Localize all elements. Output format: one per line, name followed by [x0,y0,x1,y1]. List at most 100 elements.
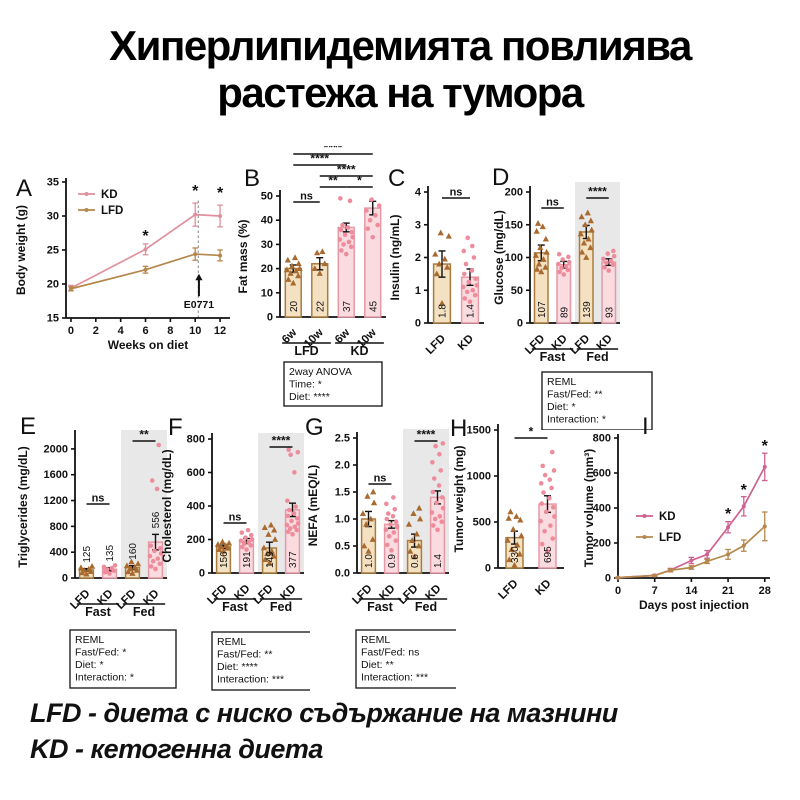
legend-entry-LFD: LFD [101,205,123,217]
scatter-point [411,553,418,560]
data-point [193,212,198,217]
scatter-point [391,495,396,500]
scatter-point [285,529,291,535]
scatter-point [608,258,614,264]
svg-text:Interaction: *: Interaction: * [547,414,606,426]
svg-text:20: 20 [47,279,59,291]
svg-text:Diet: *: Diet: * [75,659,104,671]
bar-value-label: 20 [289,300,300,312]
svg-text:Diet: ****: Diet: **** [289,391,330,403]
scatter-point [513,513,520,519]
scatter-point [561,272,567,277]
svg-text:800: 800 [187,434,205,446]
scatter-point [129,570,136,576]
panel-letter-I: I [642,413,649,440]
scatter-point [407,548,414,554]
scatter-point [294,527,300,533]
bar-value-label: 125 [82,546,93,563]
panel-letter-C: C [388,165,405,192]
y-axis-label: NEFA (mEQ/L) [306,465,320,547]
scatter-point [432,516,438,522]
scatter-point [218,543,225,550]
scatter-point [543,509,549,515]
svg-text:21: 21 [722,585,734,597]
sig-star: * [192,183,199,200]
scatter-point [287,526,293,531]
scatter-point [316,270,323,276]
svg-text:0: 0 [267,312,273,324]
scatter-point [239,544,245,550]
bar-value-label: 191 [242,551,253,568]
scatter-point [338,227,344,233]
scatter-point [149,478,155,483]
scatter-point [148,543,154,549]
scatter-point [246,539,252,545]
scatter-point [133,566,140,573]
scatter-point [510,525,517,532]
scatter-point [271,526,278,533]
data-point [652,573,657,578]
y-axis-label: Glucose (mg/dL) [492,210,506,305]
scatter-point [429,510,435,515]
scatter-point [288,262,296,269]
scatter-point [566,259,572,265]
scatter-point [462,296,468,301]
panel-i-tumor-volume-chart: I Tumor volume (mm³) 0 200 400 600 800 0 7 14 21 28… [580,408,800,626]
scatter-point [461,248,467,254]
svg-text:Interaction: *: Interaction: * [75,672,134,684]
panel-f-cholesterol-chart: F Cholesterol (mg/dL) 0 200 400 600 800 156 LFD 1… [158,408,323,694]
scatter-point [549,449,555,455]
scatter-point [220,547,227,554]
scatter-point [147,553,153,559]
svg-text:400: 400 [187,501,205,513]
scatter-point [537,244,544,251]
scatter-point [384,542,390,548]
bar-value-label: 45 [368,300,379,312]
scatter-point [511,561,518,568]
sig-label: * [357,174,362,188]
sig-label: ns [374,473,387,485]
sig-label: * [529,425,534,439]
scatter-point [370,234,376,240]
series-line-KD [70,213,221,289]
scatter-point [557,269,562,275]
scatter-point [444,263,451,270]
scatter-point [294,516,300,521]
scatter-point [588,226,595,233]
figure-title-line1: Хиперлипидемията повлиява [109,22,692,69]
bar-value-label: 93 [604,306,615,318]
sig-label: **** [588,185,607,199]
scatter-point [123,562,131,569]
scatter-point [430,460,435,465]
scatter-point [470,287,476,293]
scatter-point [392,506,398,512]
sig-label: ns [300,191,313,203]
scatter-point [518,532,525,539]
bar-value-label: 156 [219,551,230,568]
scatter-point [153,566,158,572]
svg-text:REML: REML [547,376,576,388]
scatter-point [101,564,107,570]
scatter-point [290,532,295,537]
scatter-point [611,248,616,254]
scatter-point [605,251,611,256]
svg-text:15: 15 [47,313,59,325]
svg-text:0: 0 [605,573,611,585]
scatter-point [375,222,380,228]
data-point [741,543,746,548]
chart-svg-A: A Body weight (g) 15 20 25 30 35 0 2 4 6 8 10 12 Weeks… [14,175,230,352]
scatter-point [578,248,586,255]
scatter-point [285,276,292,282]
sig-star: * [725,506,732,523]
scatter-point [556,251,562,257]
svg-text:50: 50 [511,285,523,297]
scatter-point [85,565,92,572]
scatter-point [345,225,351,230]
scatter-point [321,260,328,267]
scatter-point [337,237,343,242]
group-label: Fast [222,600,249,614]
scatter-point [244,547,249,552]
data-point [218,214,223,218]
